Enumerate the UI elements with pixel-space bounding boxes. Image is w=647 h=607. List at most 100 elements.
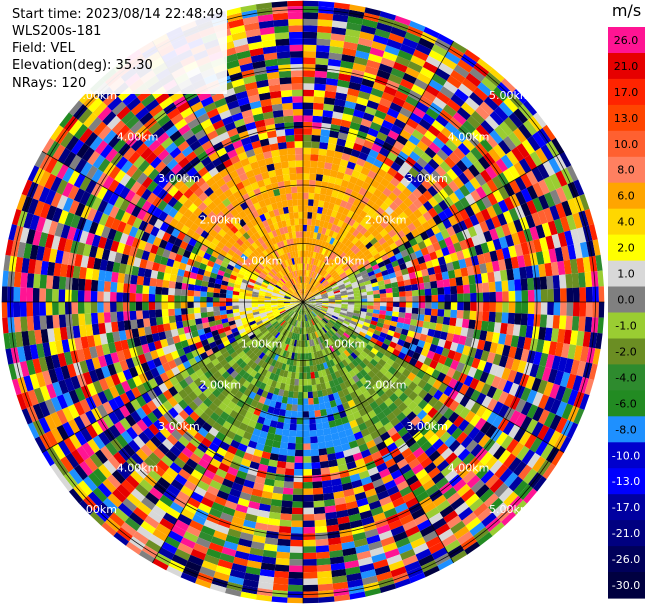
velocity-gate (359, 510, 373, 520)
velocity-gate (110, 311, 118, 323)
velocity-gate (427, 434, 440, 446)
velocity-gate (352, 62, 367, 72)
velocity-gate (384, 224, 393, 234)
velocity-gate (150, 226, 160, 237)
velocity-gate (193, 485, 207, 497)
velocity-gate (572, 375, 583, 392)
velocity-gate (539, 276, 548, 290)
velocity-gate (98, 213, 109, 226)
velocity-gate (473, 160, 486, 174)
velocity-gate (331, 478, 342, 487)
velocity-gate (394, 270, 403, 277)
velocity-gate (511, 232, 521, 246)
velocity-gate (338, 165, 347, 174)
velocity-gate (63, 238, 73, 253)
velocity-gate (465, 439, 478, 453)
velocity-gate (438, 404, 449, 416)
velocity-gate (548, 341, 558, 356)
velocity-gate (578, 272, 586, 288)
velocity-gate (437, 558, 454, 571)
velocity-gate (434, 523, 451, 537)
velocity-gate (110, 281, 118, 293)
velocity-gate (469, 414, 482, 427)
velocity-gate (245, 299, 252, 302)
velocity-gate (340, 308, 348, 312)
velocity-gate (318, 246, 324, 254)
velocity-gate (218, 426, 229, 436)
velocity-gate (388, 402, 398, 412)
velocity-gate (428, 273, 437, 282)
velocity-gate (211, 267, 219, 275)
velocity-gate (378, 314, 386, 320)
velocity-gate (97, 355, 108, 368)
velocity-gate (303, 160, 311, 168)
velocity-gate (346, 413, 356, 423)
velocity-gate (408, 391, 418, 401)
velocity-gate (262, 279, 270, 285)
velocity-gate (367, 327, 376, 334)
velocity-gate (344, 357, 352, 365)
velocity-gate (480, 350, 490, 362)
velocity-gate (430, 422, 442, 434)
velocity-gate (107, 228, 117, 241)
velocity-gate (526, 404, 539, 419)
velocity-gate (290, 410, 298, 418)
velocity-gate (415, 420, 426, 432)
velocity-gate (303, 250, 306, 257)
velocity-gate (256, 416, 266, 425)
velocity-gate (457, 531, 474, 545)
velocity-gate (250, 399, 259, 408)
velocity-gate (201, 560, 218, 572)
velocity-gate (148, 293, 156, 302)
velocity-gate (312, 109, 324, 117)
velocity-gate (531, 326, 540, 340)
velocity-gate (399, 291, 406, 297)
velocity-gate (497, 391, 509, 405)
velocity-gate (336, 171, 345, 180)
velocity-gate (245, 328, 253, 335)
velocity-gate (249, 494, 262, 504)
velocity-gate (506, 268, 515, 281)
velocity-gate (481, 182, 493, 196)
velocity-gate (404, 453, 417, 464)
velocity-gate (109, 512, 125, 527)
velocity-gate (313, 245, 318, 253)
velocity-gate (159, 517, 175, 531)
velocity-gate (321, 305, 329, 308)
velocity-gate (338, 185, 347, 194)
velocity-gate (358, 470, 370, 480)
velocity-gate (453, 380, 464, 393)
velocity-gate (126, 426, 138, 440)
velocity-gate (193, 377, 203, 387)
velocity-gate (341, 482, 353, 491)
velocity-gate (436, 459, 450, 472)
velocity-gate (539, 352, 549, 367)
velocity-gate (319, 142, 329, 150)
velocity-gate (352, 229, 360, 237)
velocity-gate (295, 320, 298, 327)
velocity-gate (375, 207, 385, 216)
velocity-gate (439, 431, 452, 444)
velocity-gate (42, 450, 55, 467)
velocity-gate (274, 427, 283, 436)
velocity-gate (503, 97, 519, 113)
velocity-gate (320, 467, 331, 475)
velocity-gate (373, 435, 384, 446)
velocity-gate (441, 324, 450, 333)
velocity-gate (457, 142, 471, 156)
velocity-gate (187, 283, 195, 291)
velocity-gate (387, 267, 395, 275)
velocity-gate (308, 320, 311, 327)
velocity-gate (264, 307, 272, 310)
velocity-gate (297, 398, 303, 405)
velocity-gate (538, 194, 550, 210)
velocity-gate (359, 218, 368, 227)
velocity-gate (317, 267, 323, 275)
velocity-gate (437, 338, 446, 348)
velocity-gate (45, 288, 53, 302)
velocity-gate (555, 417, 568, 434)
velocity-gate (260, 562, 276, 571)
velocity-gate (534, 302, 542, 315)
velocity-gate (232, 298, 239, 302)
velocity-gate (303, 289, 305, 296)
